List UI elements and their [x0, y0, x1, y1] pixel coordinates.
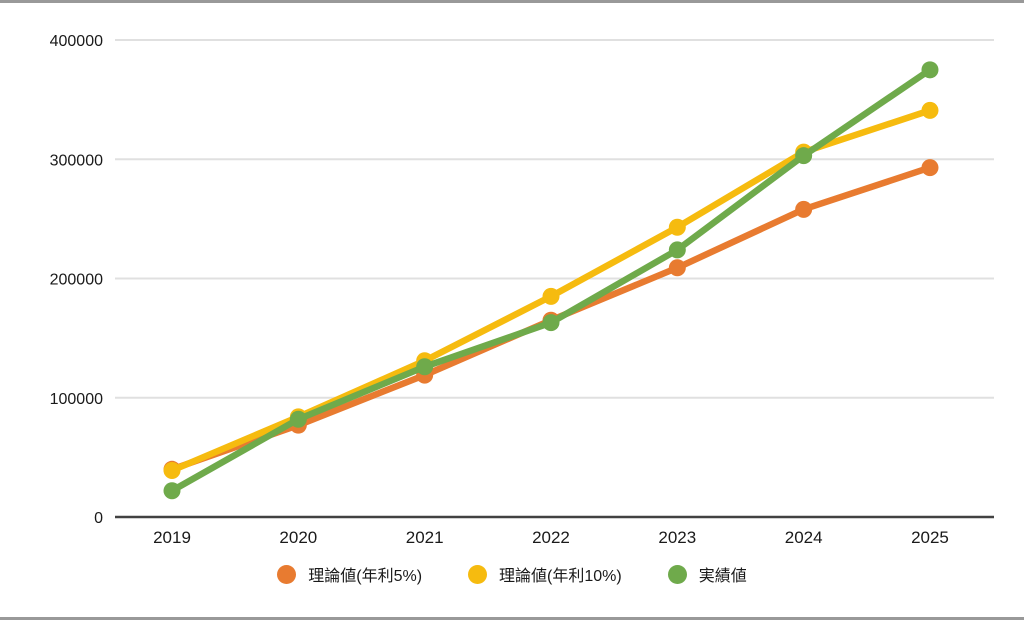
data-point[interactable]	[921, 61, 939, 79]
y-axis-tick-label: 400000	[50, 33, 103, 50]
y-axis-tick-label: 0	[94, 510, 103, 527]
chart-legend: 理論値(年利5%) 理論値(年利10%) 実績値	[0, 559, 1024, 589]
window-top-border	[0, 0, 1024, 3]
x-axis-tick-label: 2023	[658, 528, 696, 547]
x-axis-tick-label: 2022	[532, 528, 570, 547]
window-bottom-border	[0, 617, 1024, 620]
legend-item-actual[interactable]: 実績値	[667, 562, 747, 586]
data-point[interactable]	[668, 259, 686, 277]
x-axis-tick-label: 2025	[911, 528, 949, 547]
line-chart: 0 100000 200000 300000 400000 2019 2020 2021 202…	[50, 33, 994, 547]
series-line	[168, 66, 934, 495]
legend-item-theory-10pct[interactable]: 理論値(年利10%)	[468, 562, 622, 586]
legend-swatch-yellow	[468, 564, 488, 584]
data-point[interactable]	[289, 410, 307, 428]
data-point[interactable]	[163, 461, 181, 479]
data-point[interactable]	[668, 241, 686, 259]
x-axis-tick-label: 2021	[406, 528, 444, 547]
data-point[interactable]	[416, 358, 434, 376]
y-axis-tick-label: 200000	[50, 272, 103, 289]
data-point[interactable]	[163, 482, 181, 500]
data-point[interactable]	[542, 314, 560, 332]
y-axis-tick-label: 100000	[50, 391, 103, 408]
x-axis-tick-label: 2024	[785, 528, 823, 547]
data-point[interactable]	[668, 218, 686, 236]
x-axis-tick-label: 2020	[279, 528, 317, 547]
data-point[interactable]	[542, 287, 560, 305]
data-point[interactable]	[795, 200, 813, 218]
legend-label: 理論値(年利10%)	[499, 568, 622, 585]
legend-item-theory-5pct[interactable]: 理論値(年利5%)	[277, 562, 422, 586]
legend-label: 実績値	[698, 568, 747, 585]
y-axis-tick-label: 300000	[50, 152, 103, 169]
legend-swatch-green	[667, 564, 687, 584]
data-point[interactable]	[795, 147, 813, 165]
legend-swatch-orange	[277, 564, 297, 584]
x-axis-tick-label: 2019	[153, 528, 191, 547]
data-point[interactable]	[921, 159, 939, 177]
legend-label: 理論値(年利5%)	[308, 568, 423, 585]
data-point[interactable]	[921, 101, 939, 119]
